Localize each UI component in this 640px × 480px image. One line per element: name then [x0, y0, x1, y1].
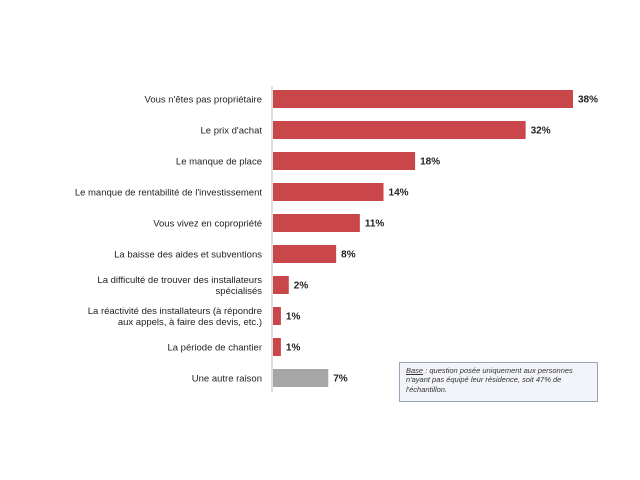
note-base-label: Base — [406, 366, 424, 375]
bar-3 — [273, 183, 384, 201]
value-label-5: 8% — [341, 250, 356, 261]
bar-1 — [273, 121, 526, 139]
category-label-0: Vous n'êtes pas propriétaire — [145, 95, 262, 106]
bar-4 — [273, 214, 360, 232]
category-label-5: La baisse des aides et subventions — [114, 250, 262, 261]
value-label-4: 11% — [365, 219, 385, 230]
value-label-8: 1% — [286, 343, 301, 354]
bar-2 — [273, 152, 416, 170]
bar-8 — [273, 338, 281, 356]
bar-5 — [273, 245, 337, 263]
category-label-9: Une autre raison — [192, 374, 262, 385]
note-text: : question posée uniquement aux personne… — [406, 366, 573, 394]
category-label-3: Le manque de rentabilité de l'investisse… — [75, 188, 263, 199]
value-label-3: 14% — [389, 188, 409, 199]
value-label-6: 2% — [294, 281, 309, 292]
category-label-6: La difficulté de trouver des installateu… — [97, 275, 262, 297]
category-label-1: Le prix d'achat — [201, 126, 263, 137]
category-label-4: Vous vivez en copropriété — [153, 219, 262, 230]
value-label-2: 18% — [420, 157, 440, 168]
bar-9 — [273, 369, 329, 387]
value-label-0: 38% — [578, 95, 598, 106]
category-label-2: Le manque de place — [176, 157, 262, 168]
category-label-7: La réactivité des installateurs (à répon… — [88, 306, 262, 328]
base-note: Base : question posée uniquement aux per… — [399, 362, 598, 402]
value-label-7: 1% — [286, 312, 301, 323]
value-label-1: 32% — [531, 126, 551, 137]
bar-6 — [273, 276, 289, 294]
bar-7 — [273, 307, 281, 325]
value-label-9: 7% — [333, 374, 348, 385]
category-label-8: La période de chantier — [167, 343, 262, 354]
bar-0 — [273, 90, 573, 108]
